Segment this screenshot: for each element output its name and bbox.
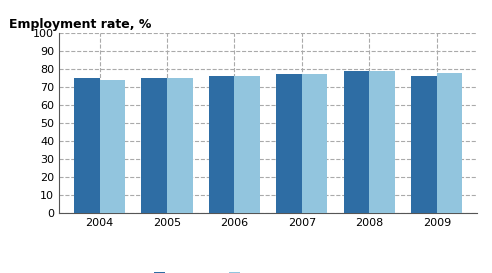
Bar — [234, 76, 260, 213]
Bar — [99, 80, 125, 213]
Bar — [74, 78, 99, 213]
Bar — [167, 78, 192, 213]
Bar — [369, 72, 395, 213]
Bar — [209, 76, 234, 213]
Bar — [437, 73, 462, 213]
Bar — [276, 74, 302, 213]
Bar — [302, 74, 328, 213]
Bar — [141, 78, 167, 213]
Bar — [411, 76, 437, 213]
Legend: Mothers, Women without children: Mothers, Women without children — [151, 269, 385, 273]
Text: Employment rate, %: Employment rate, % — [9, 18, 151, 31]
Bar — [344, 71, 369, 213]
